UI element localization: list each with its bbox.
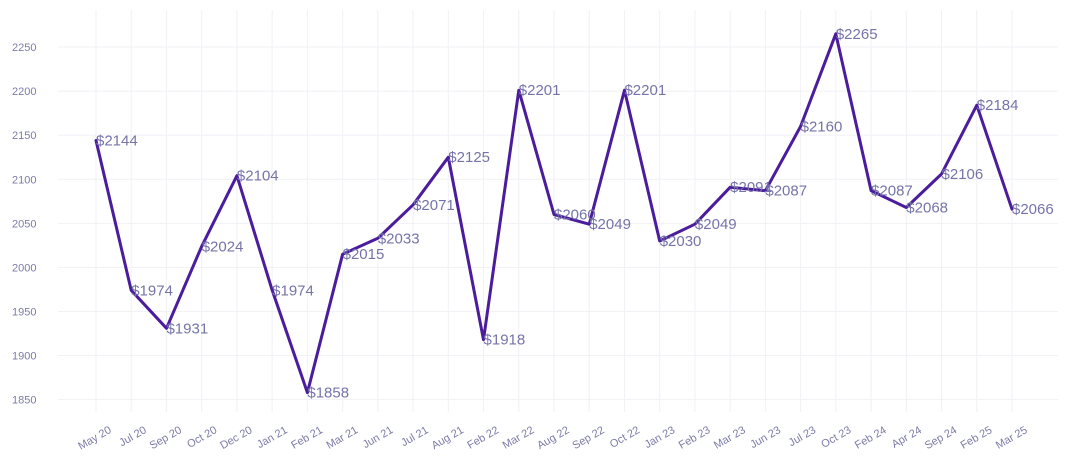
data-label: $1858 <box>307 385 349 402</box>
data-label: $1974 <box>272 282 314 299</box>
x-tick-label: Jul 23 <box>787 424 818 449</box>
data-label: $2144 <box>96 132 138 149</box>
data-label: $2265 <box>836 26 878 43</box>
x-tick-label: Feb 21 <box>289 424 325 452</box>
y-tick-label: 2150 <box>12 130 36 142</box>
data-label: $1918 <box>484 332 526 349</box>
y-tick-label: 1900 <box>12 351 36 363</box>
y-axis: 1850 1900 1950 2000 2050 2100 2150 2200 2250 <box>12 42 36 407</box>
data-label: $2201 <box>624 82 666 99</box>
x-tick-label: Feb 25 <box>959 424 995 452</box>
data-labels: $2144 $1974 $1931 $2024 $2104 $1974 $1858 $2015… <box>96 26 1054 402</box>
grid <box>58 10 1058 412</box>
y-tick-label: 2000 <box>12 262 36 274</box>
x-tick-label: Jun 23 <box>748 424 783 451</box>
x-tick-label: Feb 22 <box>465 424 501 452</box>
x-tick-label: Jul 20 <box>117 424 148 449</box>
x-tick-label: Mar 25 <box>994 424 1030 452</box>
data-label: $2184 <box>977 97 1019 114</box>
data-label: $2060 <box>554 207 596 224</box>
data-label: $2087 <box>765 183 807 200</box>
data-label: $1974 <box>131 282 173 299</box>
data-label: $2066 <box>1012 201 1054 218</box>
y-tick-label: 2100 <box>12 174 36 186</box>
x-axis: May 20 Jul 20 Sep 20 Oct 20 Dec 20 Jan 21 Feb … <box>76 424 1029 452</box>
x-tick-label: Feb 23 <box>677 424 713 452</box>
y-tick-label: 1850 <box>12 395 36 407</box>
series <box>94 32 1014 395</box>
x-tick-label: Jan 23 <box>643 424 678 451</box>
x-tick-label: Mar 23 <box>712 424 748 452</box>
x-tick-label: Dec 20 <box>218 424 254 452</box>
data-label: $2087 <box>871 183 913 200</box>
data-label: $2030 <box>660 233 702 250</box>
x-tick-label: Oct 22 <box>608 424 642 451</box>
x-tick-label: Apr 24 <box>890 424 924 451</box>
data-label: $2071 <box>413 197 455 214</box>
y-tick-label: 1950 <box>12 307 36 319</box>
data-label: $2091 <box>730 179 772 196</box>
data-label: $2015 <box>343 246 385 263</box>
data-label: $2033 <box>378 230 420 247</box>
data-label: $2049 <box>589 216 631 233</box>
x-tick-label: Sep 20 <box>148 424 184 452</box>
x-tick-label: Mar 21 <box>324 424 360 452</box>
y-tick-label: 2250 <box>12 42 36 54</box>
x-tick-label: Oct 20 <box>185 424 219 451</box>
data-label: $2160 <box>801 118 843 135</box>
data-label: $2125 <box>448 149 490 166</box>
data-label: $2024 <box>202 238 244 255</box>
data-label: $2049 <box>695 216 737 233</box>
data-label: $2201 <box>519 82 561 99</box>
data-label: $2106 <box>942 166 984 183</box>
data-label: $2068 <box>906 199 948 216</box>
x-tick-label: Oct 23 <box>819 424 853 451</box>
y-tick-label: 2050 <box>12 218 36 230</box>
data-label: $2104 <box>237 168 279 185</box>
x-tick-label: Jul 21 <box>399 424 430 449</box>
x-tick-label: Aug 22 <box>535 424 571 452</box>
x-tick-label: Sep 24 <box>923 424 959 452</box>
data-label: $1931 <box>166 320 208 337</box>
x-tick-label: Feb 24 <box>853 424 889 452</box>
x-tick-label: Jan 21 <box>255 424 290 451</box>
x-tick-label: Jun 21 <box>361 424 396 451</box>
x-tick-label: Aug 21 <box>430 424 466 452</box>
x-tick-label: Mar 22 <box>501 424 537 452</box>
x-tick-label: Sep 22 <box>571 424 607 452</box>
series-line <box>94 32 1014 395</box>
x-tick-label: May 20 <box>76 424 113 452</box>
y-tick-label: 2200 <box>12 86 36 98</box>
